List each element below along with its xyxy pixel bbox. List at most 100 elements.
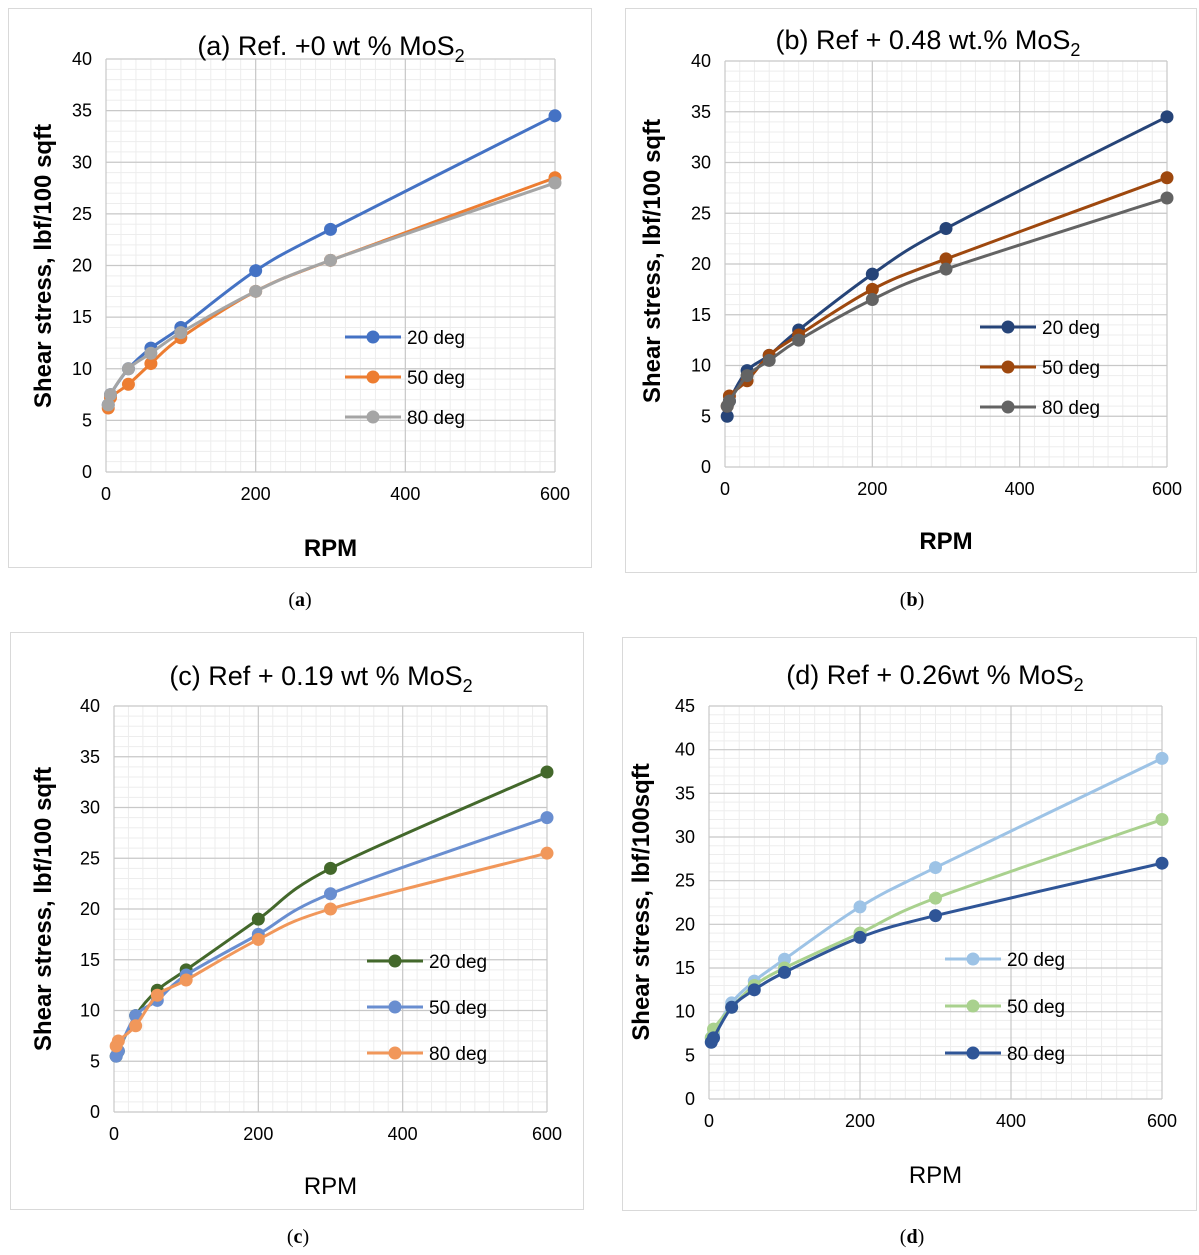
- data-point: [865, 293, 879, 307]
- y-axis-label: Shear stress, lbf/100 sqft: [30, 767, 57, 1051]
- data-point: [101, 398, 115, 412]
- x-tick-label: 400: [390, 484, 420, 504]
- x-tick-label: 600: [1152, 479, 1182, 499]
- caption-b: (b): [899, 589, 925, 611]
- y-tick-label: 30: [675, 827, 695, 847]
- y-tick-label: 0: [701, 457, 711, 477]
- legend-marker: [966, 999, 980, 1013]
- x-tick-label: 600: [540, 484, 570, 504]
- y-axis-label: Shear stress, lbf/100 sqft: [30, 124, 57, 408]
- data-point: [762, 353, 776, 367]
- chart-d-svg: 0 200 400 600 0 5 10 15 20 25 30 35 40 45 (d) Ref + 0.…: [628, 660, 1177, 1189]
- data-point: [1160, 171, 1174, 185]
- data-point: [1155, 856, 1169, 870]
- y-tick-label: 25: [72, 204, 92, 224]
- y-tick-label: 20: [691, 254, 711, 274]
- y-tick-label: 35: [691, 102, 711, 122]
- x-tick-label: 0: [720, 479, 730, 499]
- chart-title: (b) Ref + 0.48 wt.% MoS2: [776, 25, 1081, 60]
- data-point: [1160, 191, 1174, 205]
- y-tick-label: 30: [80, 798, 100, 818]
- data-point: [722, 394, 736, 408]
- data-point: [929, 891, 942, 905]
- y-tick-label: 20: [80, 899, 100, 919]
- legend-marker: [1001, 400, 1015, 414]
- legend-marker: [366, 410, 380, 424]
- legend-marker: [966, 1046, 980, 1060]
- data-point: [778, 965, 791, 979]
- x-axis-label: RPM: [909, 1162, 962, 1189]
- data-point: [548, 176, 562, 190]
- series-line: [725, 176, 1169, 408]
- y-tick-label: 25: [80, 848, 100, 868]
- chart-panel-c: 0 200 400 600 0 5 10 15 20 25 30 35 40 (c) Ref + 0.19…: [10, 632, 584, 1210]
- series-50-deg: [720, 171, 1174, 413]
- data-point: [111, 1034, 125, 1048]
- data-point: [174, 326, 188, 340]
- y-tick-label: 15: [72, 307, 92, 327]
- data-point: [540, 765, 554, 779]
- series-80-deg: [101, 176, 562, 412]
- y-tick-label: 15: [691, 305, 711, 325]
- data-point: [324, 253, 337, 267]
- series-line: [106, 181, 557, 407]
- y-tick-label: 10: [675, 1002, 695, 1022]
- data-point: [747, 983, 761, 997]
- chart-a-major-grid: [105, 58, 556, 473]
- data-point: [324, 861, 337, 875]
- series-80-deg: [109, 846, 554, 1053]
- legend-marker: [366, 330, 380, 344]
- data-point: [540, 846, 554, 860]
- legend-marker: [966, 952, 980, 966]
- y-tick-label: 40: [72, 49, 92, 69]
- chart-b-svg: 0 200 400 600 0 5 10 15 20 25 30 35 40 (b) Ref + 0.48…: [639, 25, 1182, 555]
- legend-label: 80 deg: [429, 1044, 487, 1065]
- y-tick-label: 40: [691, 51, 711, 71]
- y-tick-label: 10: [691, 356, 711, 376]
- legend-label: 80 deg: [1007, 1044, 1065, 1065]
- legend-marker: [366, 370, 380, 384]
- data-point: [853, 930, 867, 944]
- y-tick-label: 35: [675, 783, 695, 803]
- y-tick-label: 40: [80, 696, 100, 716]
- x-axis-label: RPM: [304, 535, 357, 562]
- legend-label: 50 deg: [429, 998, 487, 1019]
- data-point: [1160, 110, 1174, 124]
- x-axis-label: RPM: [919, 528, 972, 555]
- data-point: [720, 409, 734, 423]
- data-point: [540, 811, 554, 825]
- y-tick-label: 45: [675, 696, 695, 716]
- x-tick-label: 200: [241, 484, 271, 504]
- data-point: [150, 988, 164, 1002]
- y-tick-label: 30: [691, 153, 711, 173]
- x-tick-label: 600: [1147, 1111, 1177, 1131]
- chart-panel-d: 0 200 400 600 0 5 10 15 20 25 30 35 40 45 (d) Ref + 0.…: [622, 637, 1197, 1211]
- caption-d: (d): [899, 1226, 925, 1248]
- chart-panel-b: 0 200 400 600 0 5 10 15 20 25 30 35 40 (b) Ref + 0.48…: [625, 8, 1197, 573]
- y-tick-label: 35: [72, 101, 92, 121]
- chart-title: (d) Ref + 0.26wt % MoS2: [786, 660, 1083, 695]
- chart-c-major-grid: [113, 705, 548, 1113]
- data-point: [939, 221, 953, 235]
- x-tick-label: 600: [532, 1124, 562, 1144]
- legend-label: 50 deg: [407, 368, 465, 389]
- data-point: [121, 377, 135, 391]
- data-point: [324, 902, 337, 916]
- legend-label: 50 deg: [1007, 997, 1065, 1018]
- y-tick-label: 20: [72, 256, 92, 276]
- x-tick-label: 0: [704, 1111, 714, 1131]
- data-point: [548, 109, 562, 123]
- series-50-deg: [101, 171, 562, 415]
- data-point: [251, 912, 265, 926]
- x-tick-label: 0: [109, 1124, 119, 1144]
- data-point: [1155, 751, 1169, 765]
- legend-label: 20 deg: [429, 952, 487, 973]
- y-tick-label: 25: [675, 871, 695, 891]
- series-50-deg: [109, 811, 554, 1063]
- chart-panel-a: 0 200 400 600 0 5 10 15 20 25 30 35 40 (a) Ref. +0 wt…: [8, 8, 592, 568]
- legend-marker: [388, 1000, 402, 1014]
- legend-marker: [1001, 320, 1015, 334]
- y-tick-label: 0: [82, 462, 92, 482]
- x-tick-label: 400: [388, 1124, 418, 1144]
- series-line: [709, 861, 1164, 1044]
